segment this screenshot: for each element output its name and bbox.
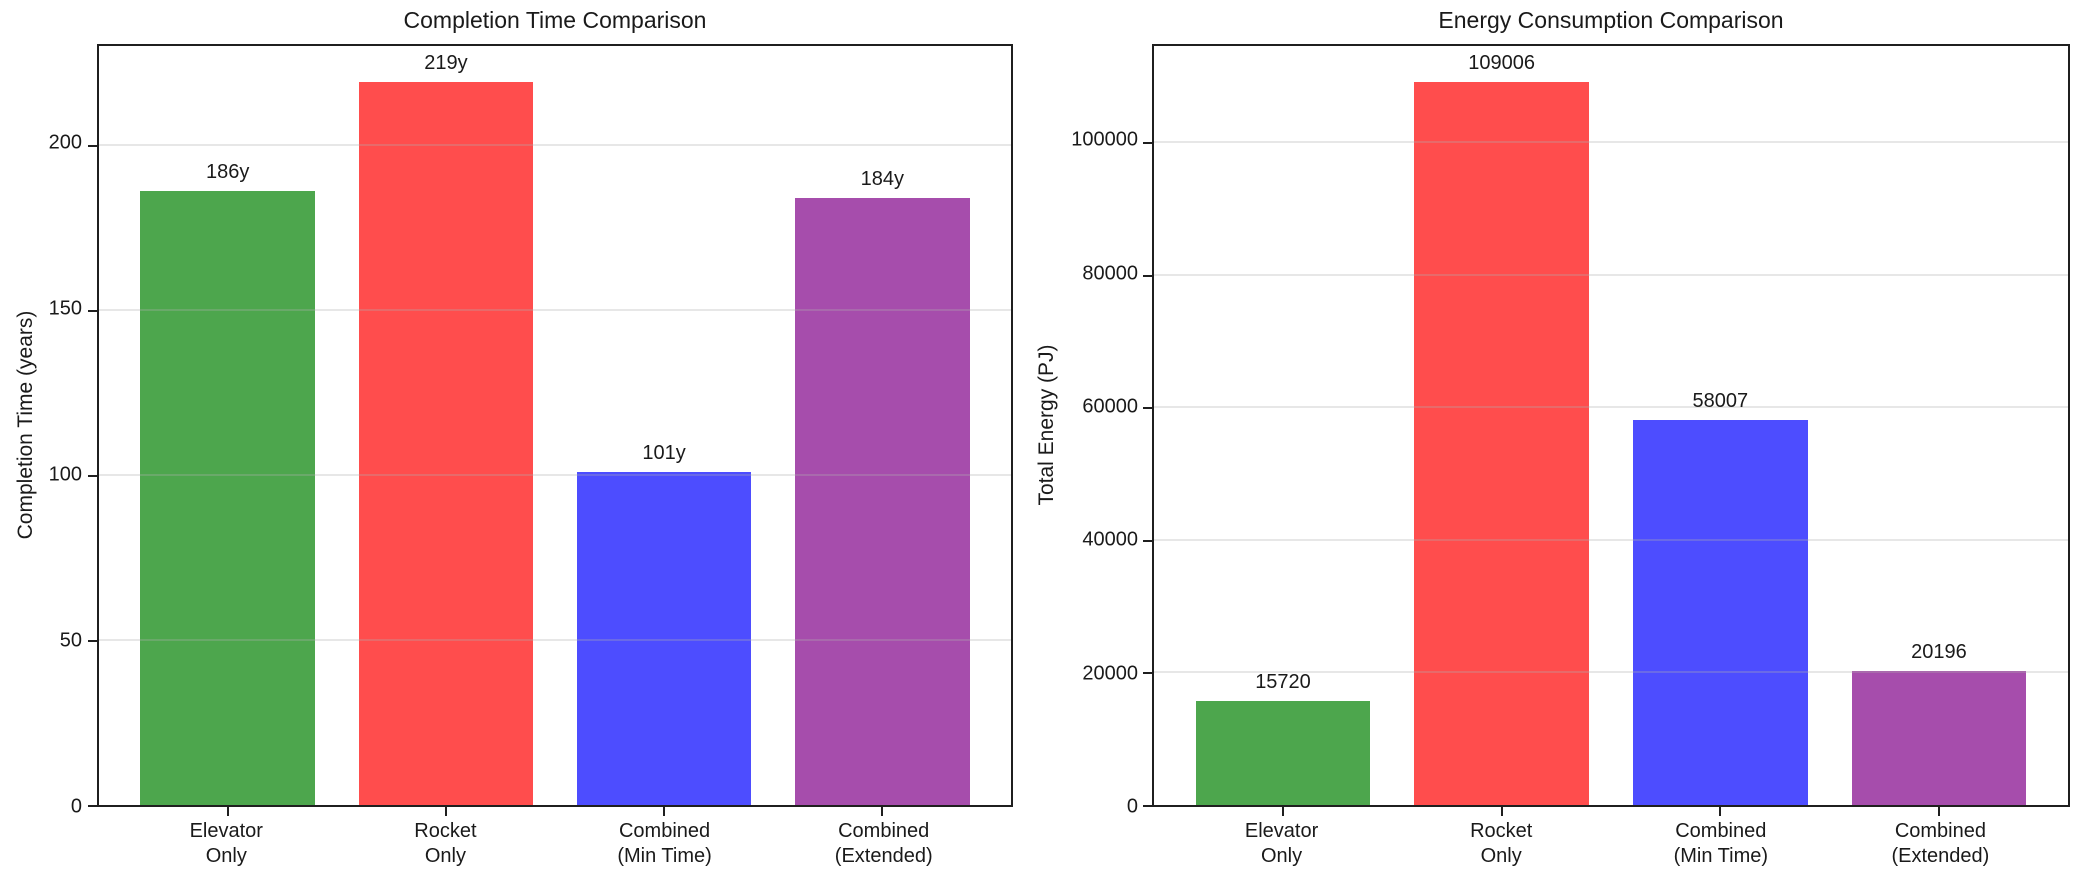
left-y-tick-labels: 0 50 100 150 200 xyxy=(0,44,82,818)
y-tick-label: 200 xyxy=(48,131,82,154)
y-tick-mark xyxy=(1143,672,1152,675)
y-tick-label: 150 xyxy=(48,297,82,320)
bar-value-label-0: 186y xyxy=(206,161,250,184)
right-x-tick-labels: Elevator Only Rocket Only Combined (Min Ti… xyxy=(1152,819,2070,875)
y-tick-label: 50 xyxy=(59,629,82,652)
bar-value-label-2: 58007 xyxy=(1692,390,1749,413)
x-tick-label: Elevator Only xyxy=(1244,820,1319,867)
x-tick-label: Rocket Only xyxy=(1470,820,1533,867)
left-chart-title: Completion Time Comparison xyxy=(403,7,707,33)
x-tick-mark xyxy=(1282,807,1284,816)
y-tick-mark xyxy=(1143,805,1152,807)
x-tick-label: Combined (Extended) xyxy=(834,820,933,867)
y-tick-mark xyxy=(88,474,97,477)
gridline xyxy=(1154,671,2068,674)
right-y-tick-labels: 0 20000 40000 60000 80000 100000 xyxy=(1020,44,1138,818)
x-tick-mark xyxy=(1937,807,1940,816)
gridline xyxy=(99,308,1011,311)
x-tick-mark xyxy=(444,807,447,816)
left-plot-area: 186y 219y 101y 184y xyxy=(88,44,1013,816)
bar-1 xyxy=(358,82,534,805)
bar-value-label-3: 20196 xyxy=(1911,641,1967,664)
y-tick-mark xyxy=(88,309,97,312)
y-tick-mark xyxy=(88,144,97,147)
left-x-tick-labels: Elevator Only Rocket Only Combined (Min Ti… xyxy=(97,819,1013,875)
y-tick-label: 20000 xyxy=(1082,662,1138,685)
bar-value-label-1: 219y xyxy=(424,52,468,75)
bar-value-label-2: 101y xyxy=(642,441,686,464)
gridline xyxy=(1154,406,2068,409)
x-tick-mark xyxy=(1500,807,1503,816)
right-chart-title: Energy Consumption Comparison xyxy=(1438,7,1784,33)
bar-3 xyxy=(795,197,970,805)
x-tick-mark xyxy=(881,807,884,816)
y-tick-mark xyxy=(1143,407,1152,410)
gridline xyxy=(99,473,1011,476)
gridline xyxy=(99,143,1011,146)
bar-3 xyxy=(1851,671,2027,805)
y-tick-mark xyxy=(1143,274,1152,277)
y-tick-mark xyxy=(1143,539,1152,542)
bar-value-label-0: 15720 xyxy=(1255,670,1311,693)
x-tick-mark xyxy=(226,807,229,816)
y-tick-mark xyxy=(88,805,97,807)
x-tick-mark xyxy=(663,807,666,816)
bar-1 xyxy=(1414,82,1590,805)
y-tick-label: 40000 xyxy=(1082,528,1138,551)
x-tick-label: Combined (Min Time) xyxy=(1673,820,1769,867)
y-tick-mark xyxy=(88,639,97,642)
y-tick-label: 0 xyxy=(70,795,82,818)
bar-0 xyxy=(1195,700,1371,805)
gridline xyxy=(1154,538,2068,541)
gridline xyxy=(1154,273,2068,276)
x-tick-label: Elevator Only xyxy=(189,820,263,867)
x-tick-label: Rocket Only xyxy=(414,820,477,867)
y-tick-mark xyxy=(1143,141,1152,144)
y-tick-label: 100000 xyxy=(1071,128,1138,151)
gridline xyxy=(1154,140,2068,143)
y-tick-label: 0 xyxy=(1126,795,1138,818)
gridline xyxy=(99,638,1011,641)
bar-2 xyxy=(576,471,752,805)
y-tick-label: 60000 xyxy=(1082,395,1138,418)
x-tick-label: Combined (Extended) xyxy=(1891,820,1990,867)
bar-0 xyxy=(140,191,315,805)
x-tick-label: Combined (Min Time) xyxy=(617,820,712,867)
right-plot-area: 15720 109006 58007 20196 xyxy=(1143,44,2070,816)
bar-2 xyxy=(1632,420,1808,805)
bar-value-label-3: 184y xyxy=(860,167,904,190)
bar-value-label-1: 109006 xyxy=(1468,52,1536,75)
x-tick-mark xyxy=(1719,807,1722,816)
y-tick-label: 80000 xyxy=(1082,262,1138,285)
y-tick-label: 100 xyxy=(48,463,82,486)
